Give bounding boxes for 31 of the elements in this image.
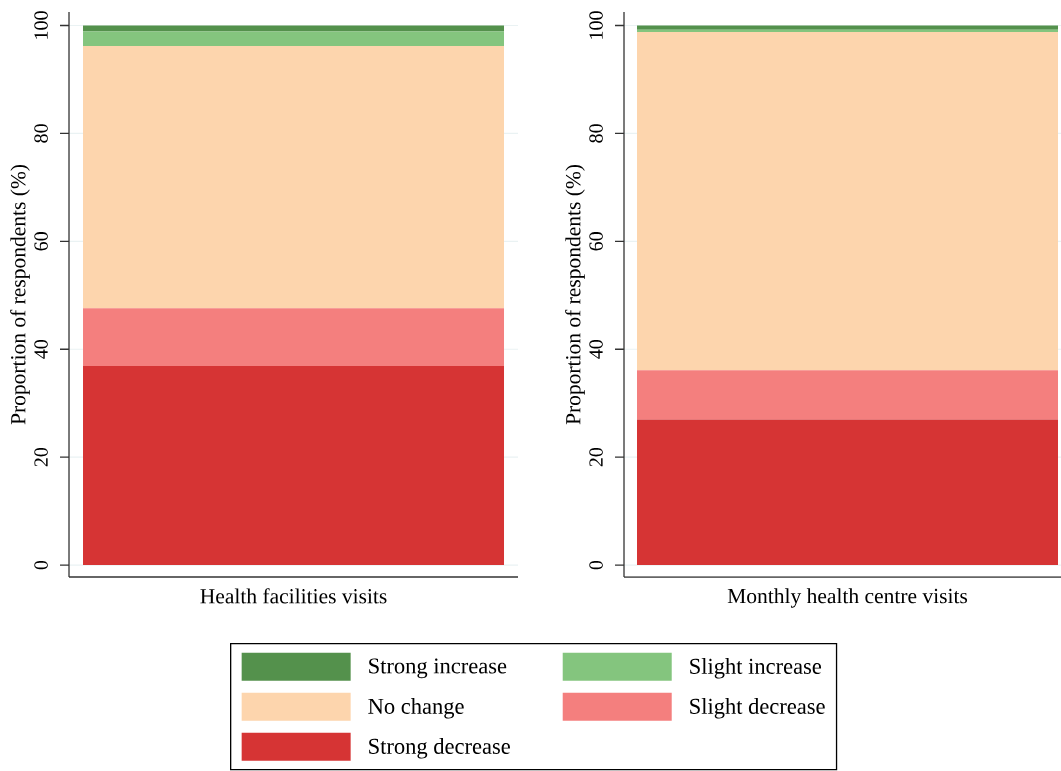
bar	[637, 419, 1059, 566]
bar	[637, 29, 1059, 32]
y-tick-label: 20	[589, 447, 603, 467]
legend-label: No change	[368, 698, 464, 719]
bar	[637, 31, 1059, 371]
bar	[637, 25, 1059, 30]
legend-label: Slight decrease	[690, 698, 825, 719]
legend-label: Strong decrease	[369, 738, 510, 759]
y-axis-title: Proportion of respondents (%)	[10, 164, 30, 425]
bar	[637, 370, 1059, 420]
y-tick-label: 60	[589, 232, 603, 251]
y-tick-label: 60	[34, 232, 48, 251]
y-tick-label: 80	[34, 124, 48, 143]
legend-label: Slight increase	[690, 658, 822, 679]
y-tick-label: 40	[34, 340, 48, 359]
bar	[83, 31, 505, 46]
y-tick-label: 0	[589, 560, 603, 570]
y-tick-label: 100	[589, 11, 603, 39]
y-tick-label: 80	[589, 124, 603, 143]
legend-label: Strong increase	[369, 658, 507, 679]
y-tick-label: 40	[589, 340, 603, 359]
y-axis-title: Proportion of respondents (%)	[565, 164, 585, 425]
y-tick-label: 20	[34, 447, 48, 467]
bar	[83, 25, 505, 32]
bar	[83, 45, 505, 309]
y-tick-label: 0	[34, 560, 48, 570]
y-tick-label: 100	[34, 11, 48, 39]
x-tick-label: Health facilities visits	[200, 588, 387, 604]
x-tick-label: Monthly health centre visits	[727, 588, 968, 608]
bar	[83, 308, 505, 366]
bar	[83, 365, 505, 566]
